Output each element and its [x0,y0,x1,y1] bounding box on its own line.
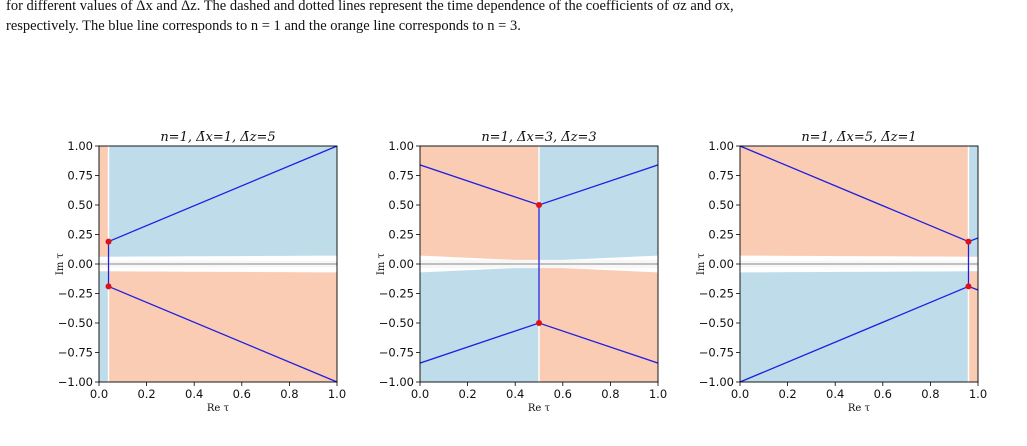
caption-line-2: respectively. The blue line corresponds … [6,18,521,34]
y-tick-label: −0.75 [379,346,414,360]
contour-band [968,271,978,382]
contour-band [539,266,658,382]
x-tick-label: 1.0 [969,387,987,401]
x-tick-label: 0.0 [731,387,749,401]
y-tick-label: 0.75 [388,169,414,183]
y-tick-label: 0.25 [388,228,414,242]
turning-point [536,202,542,208]
stokes-curve [108,146,337,243]
x-tick-label: 0.8 [280,387,298,401]
y-tick-label: −0.25 [58,287,93,301]
y-tick-label: −0.75 [58,346,93,360]
y-tick-label: −1.00 [699,375,734,389]
x-tick-label: 0.4 [826,387,844,401]
x-tick-label: 0.8 [921,387,939,401]
y-tick-label: −0.25 [379,287,414,301]
y-tick-label: 0.25 [67,228,93,242]
x-tick-label: 0.2 [137,387,155,401]
contour-band [420,146,539,262]
y-tick-label: 1.00 [67,139,93,153]
y-tick-label: 0.75 [67,169,93,183]
y-tick-label: 0.50 [708,198,734,212]
heatmap-field [420,146,658,382]
contour-band [968,146,978,257]
x-axis-label: Re τ [528,403,551,414]
y-tick-label: 0.75 [708,169,734,183]
y-tick-label: 0.50 [388,198,414,212]
contour-band [99,146,337,257]
y-tick-label: −0.50 [379,316,414,330]
x-tick-label: 0.4 [185,387,203,401]
panel-title: n=1, Δ̄x=1, Δ̄z=5 [160,130,275,145]
contour-band [740,146,978,257]
contour-band [420,266,539,382]
y-tick-label: 0.00 [708,257,734,271]
x-tick-label: 0.2 [778,387,796,401]
y-tick-label: −0.25 [699,287,734,301]
heatmap-field [99,146,337,382]
panel-title: n=1, Δ̄x=5, Δ̄z=1 [801,130,916,145]
y-tick-label: 1.00 [708,139,734,153]
x-tick-label: 0.6 [233,387,251,401]
contour-band [99,146,109,257]
y-tick-label: −1.00 [58,375,93,389]
x-tick-label: 0.6 [874,387,892,401]
x-tick-label: 0.4 [506,387,524,401]
turning-point [105,283,112,290]
y-axis-label: Im τ [696,252,707,275]
x-tick-label: 0.8 [601,387,619,401]
y-tick-label: −0.75 [699,346,734,360]
y-tick-label: −0.50 [699,316,734,330]
turning-point [536,320,542,326]
contour-band [99,271,109,382]
y-tick-label: 0.50 [67,198,93,212]
x-tick-label: 0.0 [411,387,429,401]
x-axis-label: Re τ [848,403,871,414]
turning-point [965,238,972,245]
caption-line-1: for different values of Δx and Δz. The d… [6,0,734,14]
stokes-curve [108,285,337,382]
y-tick-label: −0.50 [58,316,93,330]
y-tick-label: 1.00 [388,139,414,153]
heatmap-field [740,146,978,382]
panel-1: 0.0 0.2 0.4 0.6 0.8 1.0 1.00 0.75 0.50 0.25 0.00 −0… [55,130,346,414]
x-axis-label: Re τ [207,403,230,414]
x-tick-label: 1.0 [649,387,667,401]
turning-point [965,283,972,290]
contour-band [740,271,978,382]
contour-band [539,146,658,262]
y-tick-label: 0.00 [388,257,414,271]
y-tick-label: 0.00 [67,257,93,271]
panel-3: 0.0 0.2 0.4 0.6 0.8 1.0 1.00 0.75 0.50 0.25 0.00 −0… [696,130,987,414]
x-tick-label: 0.2 [458,387,476,401]
y-tick-label: −1.00 [379,375,414,389]
y-axis-label: Im τ [376,252,387,275]
y-tick-label: 0.25 [708,228,734,242]
turning-point [105,238,112,245]
figure-caption: for different values of Δx and Δz. The d… [6,0,1021,36]
x-tick-label: 1.0 [328,387,346,401]
y-axis-label: Im τ [55,252,66,275]
x-tick-label: 0.6 [554,387,572,401]
panel-2: 0.0 0.2 0.4 0.6 0.8 1.0 1.00 0.75 0.50 0.25 0.00 −0… [376,130,667,414]
x-tick-label: 0.0 [90,387,108,401]
contour-band [99,271,337,382]
panel-title: n=1, Δ̄x=3, Δ̄z=3 [481,130,596,145]
